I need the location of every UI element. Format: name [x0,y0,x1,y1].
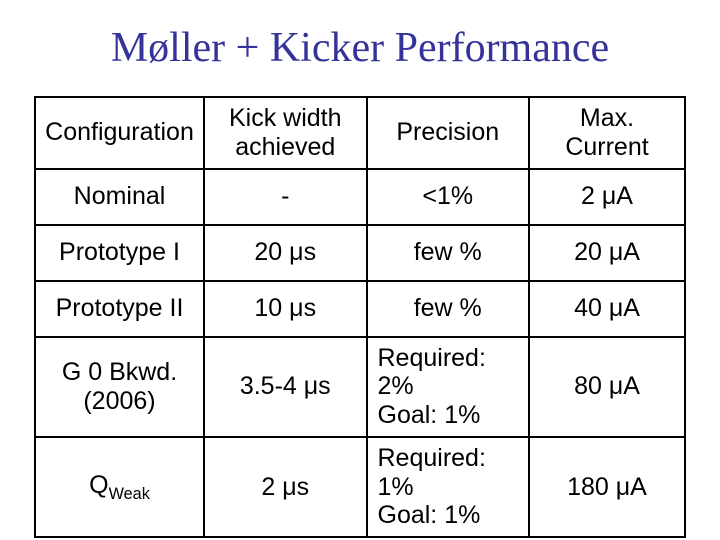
cell-precision-goal: Goal: 1% [378,501,481,529]
cell-precision: few % [367,281,530,337]
cell-kickwidth: 20 μs [204,225,367,281]
cell-config: Prototype I [35,225,204,281]
header-kick-width: Kick width achieved [204,97,367,169]
table-row: Prototype I 20 μs few % 20 μA [35,225,685,281]
cell-kickwidth: 2 μs [204,437,367,537]
header-max-current: Max. Current [529,97,685,169]
slide: Møller + Kicker Performance Configuratio… [0,0,720,540]
cell-config-main: Q [89,471,108,499]
cell-kickwidth: 10 μs [204,281,367,337]
table-row: Nominal - <1% 2 μA [35,169,685,225]
slide-title: Møller + Kicker Performance [34,24,686,72]
cell-config-sub: Weak [109,485,150,503]
cell-maxcurrent: 20 μA [529,225,685,281]
cell-precision-required: Required: 2% [378,344,486,401]
cell-precision: Required: 2% Goal: 1% [367,337,530,437]
cell-kickwidth: - [204,169,367,225]
cell-config: Prototype II [35,281,204,337]
cell-precision: <1% [367,169,530,225]
cell-maxcurrent: 80 μA [529,337,685,437]
performance-table: Configuration Kick width achieved Precis… [34,96,686,538]
cell-maxcurrent: 40 μA [529,281,685,337]
cell-config: QWeak [35,437,204,537]
cell-maxcurrent: 2 μA [529,169,685,225]
header-precision: Precision [367,97,530,169]
table-header-row: Configuration Kick width achieved Precis… [35,97,685,169]
header-configuration: Configuration [35,97,204,169]
table-row: Prototype II 10 μs few % 40 μA [35,281,685,337]
cell-config: G 0 Bkwd. (2006) [35,337,204,437]
cell-precision-goal: Goal: 1% [378,401,481,429]
cell-precision-required: Required: 1% [378,444,486,501]
cell-config: Nominal [35,169,204,225]
table-row: QWeak 2 μs Required: 1% Goal: 1% 180 μA [35,437,685,537]
table-row: G 0 Bkwd. (2006) 3.5-4 μs Required: 2% G… [35,337,685,437]
cell-kickwidth: 3.5-4 μs [204,337,367,437]
cell-precision: few % [367,225,530,281]
cell-precision: Required: 1% Goal: 1% [367,437,530,537]
cell-maxcurrent: 180 μA [529,437,685,537]
